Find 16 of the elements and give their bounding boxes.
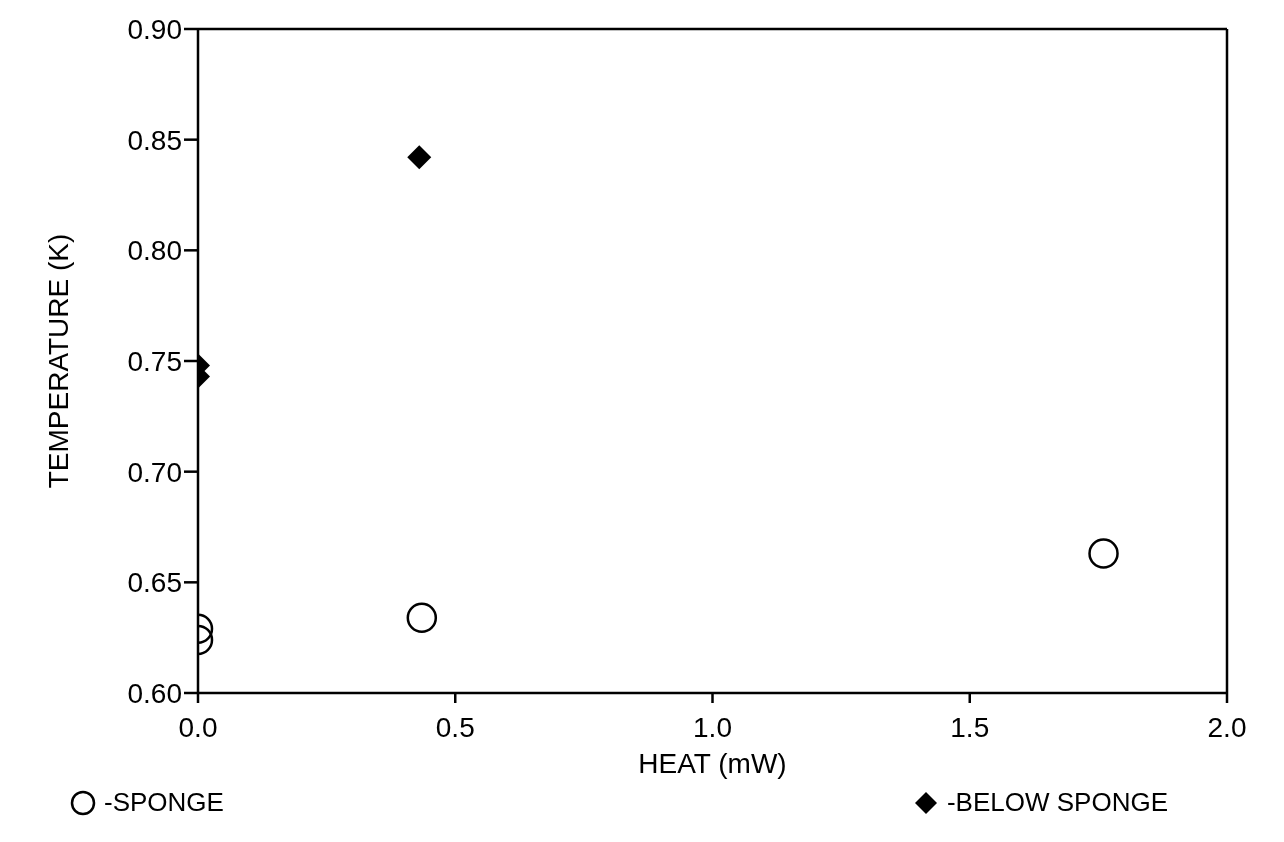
y-axis-title: TEMPERATURE (K): [42, 233, 74, 489]
x-tick-label: 1.5: [950, 711, 990, 743]
y-tick-label: 0.85: [127, 124, 182, 156]
y-tick-label: 0.90: [127, 13, 182, 45]
y-tick-label: 0.70: [127, 456, 182, 488]
legend-label: -BELOW SPONGE: [946, 787, 1168, 818]
x-tick-label: 0.0: [178, 711, 218, 743]
y-tick-label: 0.60: [127, 677, 182, 709]
legend-label: -SPONGE: [104, 787, 224, 818]
y-tick-label: 0.80: [127, 235, 182, 267]
x-tick-label: 0.5: [435, 711, 475, 743]
x-axis-title: HEAT (mW): [638, 748, 787, 779]
y-tick-label: 0.75: [127, 345, 182, 377]
x-tick-label: 1.0: [693, 711, 732, 743]
x-tick-label: 2.0: [1207, 711, 1247, 743]
y-tick-label: 0.65: [127, 567, 182, 599]
